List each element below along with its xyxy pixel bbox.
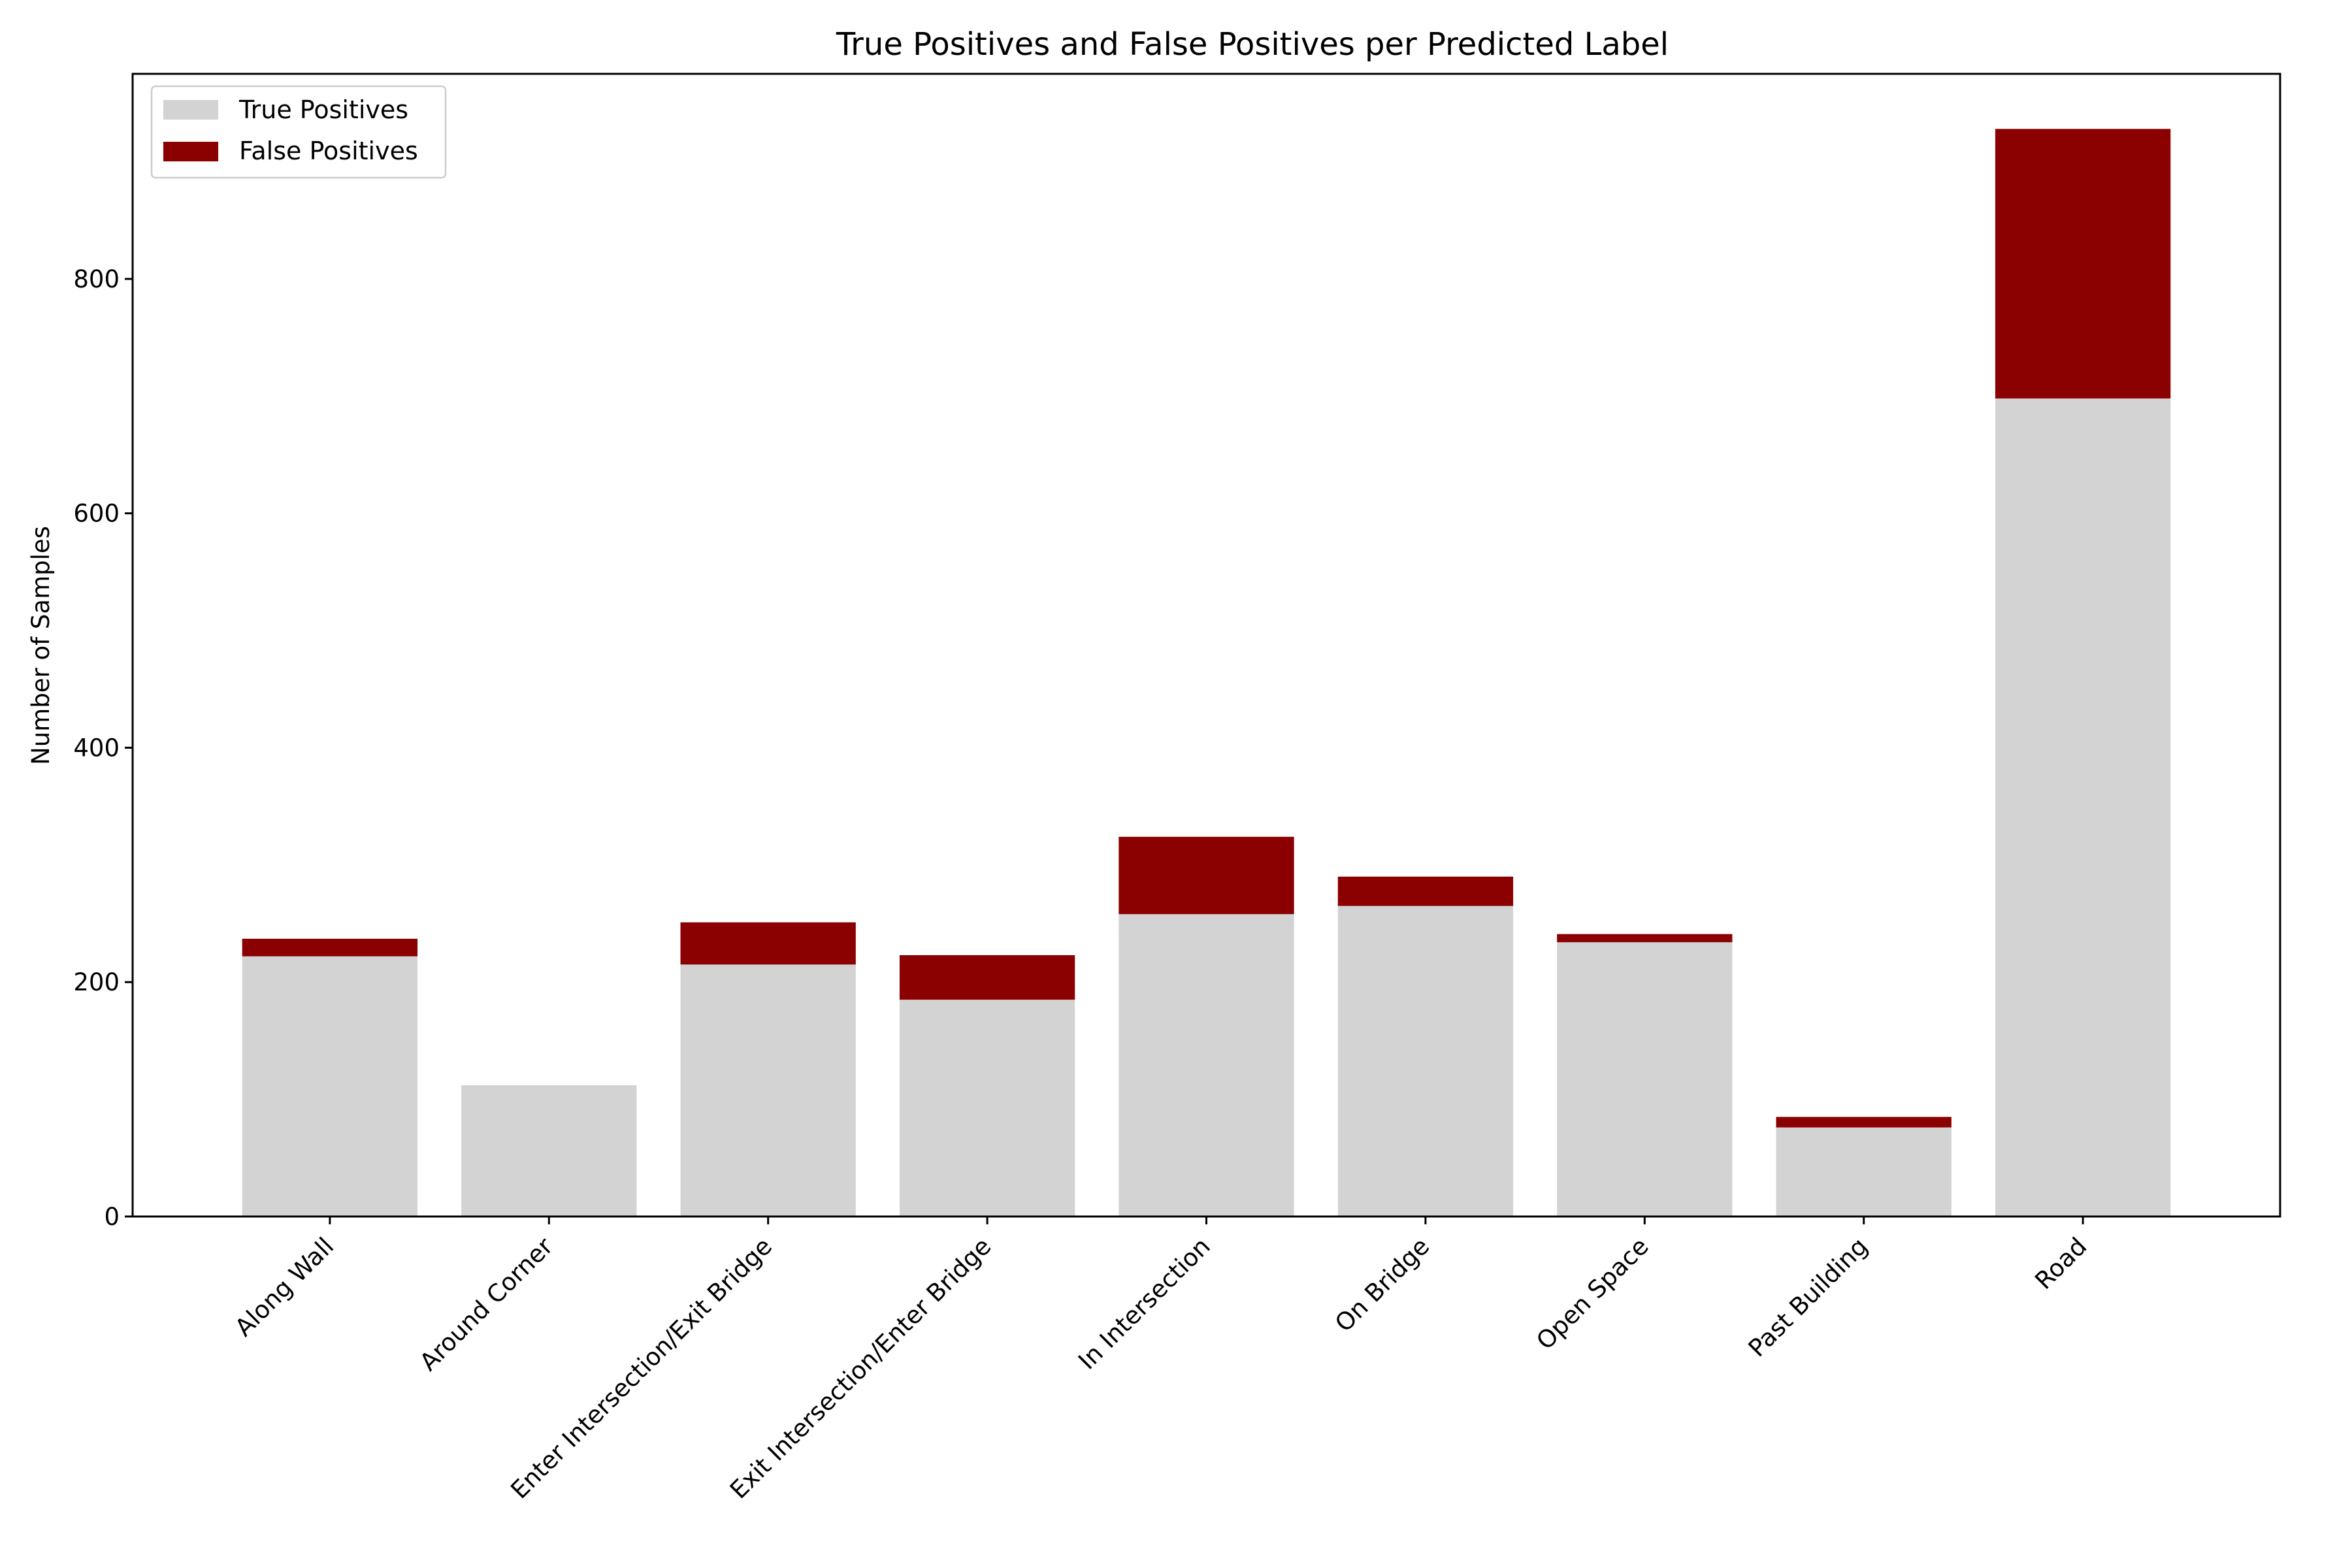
bar-false-positives-past-building xyxy=(1776,1117,1952,1128)
y-tick-label: 0 xyxy=(104,1203,120,1231)
legend-box xyxy=(150,85,447,179)
bar-true-positives-road xyxy=(1995,398,2171,1217)
chart-title: True Positives and False Positives per P… xyxy=(836,26,1669,63)
y-axis: 0 200 400 600 800 xyxy=(73,265,133,1231)
bar-false-positives-exit-intersection-enter-bridge xyxy=(899,955,1075,1000)
bar-true-positives-open-space xyxy=(1557,942,1733,1217)
y-tick-label: 800 xyxy=(73,265,120,293)
legend-swatch-true-positives xyxy=(163,100,218,120)
legend: True Positives False Positives xyxy=(150,85,447,179)
bar-true-positives-along-wall xyxy=(242,956,418,1217)
bar-true-positives-on-bridge xyxy=(1337,906,1514,1217)
bar-false-positives-along-wall xyxy=(242,938,418,956)
y-axis-label: Number of Samples xyxy=(27,526,55,765)
bar-false-positives-enter-intersection-exit-bridge xyxy=(680,922,856,965)
bar-false-positives-road xyxy=(1995,129,2171,399)
bars-layer xyxy=(242,129,2171,1217)
y-tick-label: 200 xyxy=(73,968,120,996)
bar-true-positives-past-building xyxy=(1776,1127,1952,1217)
y-tick-label: 600 xyxy=(73,500,120,528)
bar-false-positives-in-intersection xyxy=(1119,836,1294,915)
legend-label-false-positives: False Positives xyxy=(239,137,418,165)
y-tick-label: 400 xyxy=(73,734,120,762)
bar-true-positives-exit-intersection-enter-bridge xyxy=(899,1000,1075,1217)
legend-label-true-positives: True Positives xyxy=(238,95,408,124)
bar-false-positives-open-space xyxy=(1557,934,1733,943)
bar-false-positives-on-bridge xyxy=(1337,876,1514,906)
bar-true-positives-around-corner xyxy=(461,1085,637,1217)
bar-true-positives-enter-intersection-exit-bridge xyxy=(680,964,856,1217)
legend-swatch-false-positives xyxy=(163,142,218,161)
bar-true-positives-in-intersection xyxy=(1119,914,1294,1217)
